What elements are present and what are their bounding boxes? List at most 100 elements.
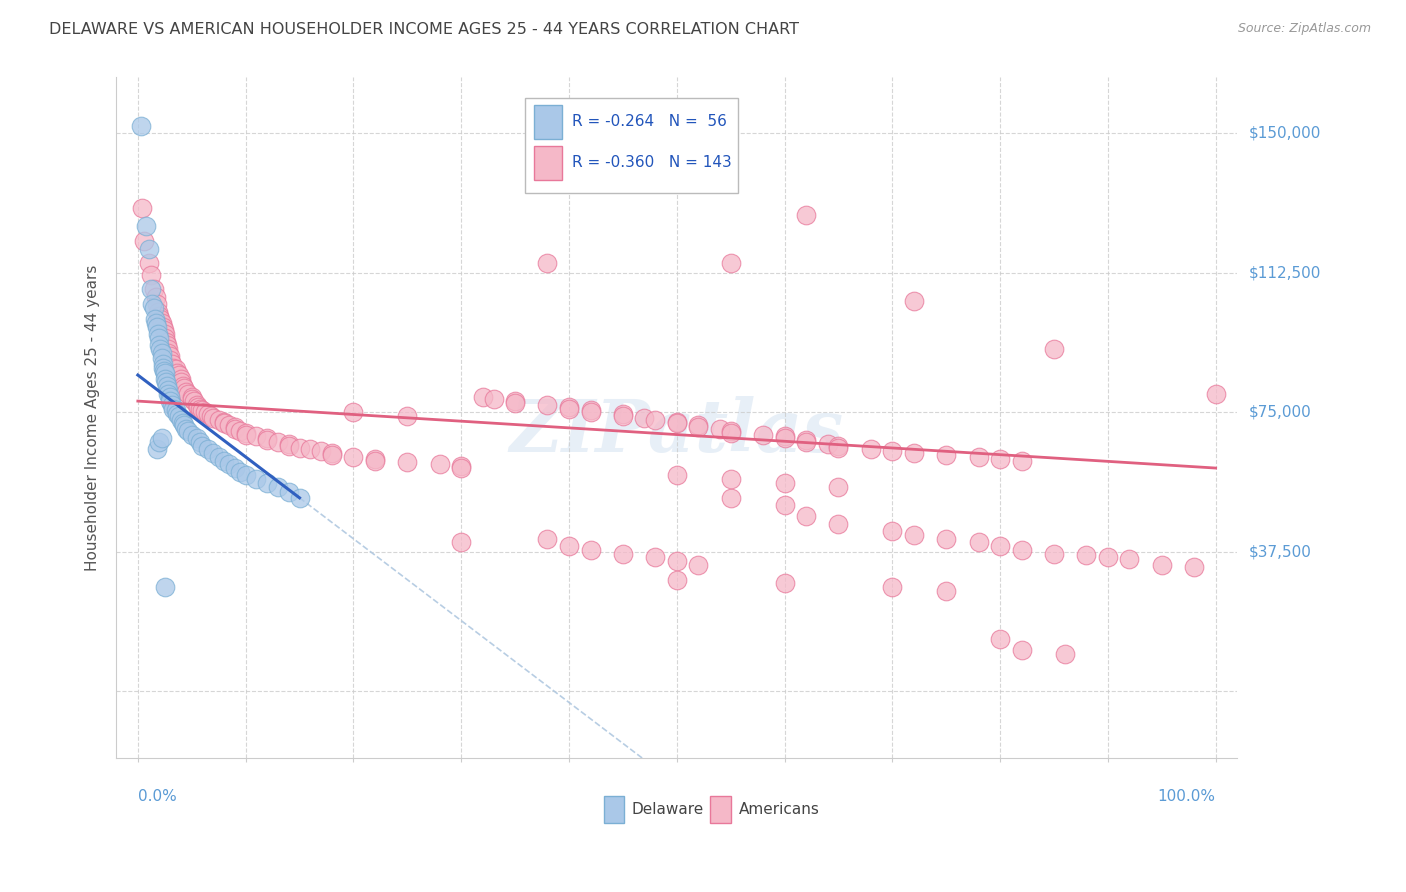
Y-axis label: Householder Income Ages 25 - 44 years: Householder Income Ages 25 - 44 years	[86, 265, 100, 571]
Point	[131, 201, 153, 215]
Point	[633, 410, 655, 425]
Point	[159, 350, 181, 364]
Point	[903, 528, 925, 542]
Point	[150, 431, 173, 445]
Point	[162, 398, 184, 412]
Point	[321, 448, 343, 462]
Point	[155, 334, 177, 349]
Point	[612, 407, 634, 421]
Point	[166, 366, 188, 380]
Point	[176, 384, 198, 399]
Point	[720, 425, 742, 440]
Point	[139, 268, 162, 282]
Point	[644, 550, 666, 565]
Point	[165, 362, 187, 376]
Point	[170, 372, 193, 386]
Point	[277, 439, 299, 453]
Point	[156, 386, 179, 401]
Point	[153, 331, 176, 345]
Point	[665, 554, 688, 568]
Point	[688, 558, 710, 572]
Point	[720, 256, 742, 270]
Point	[229, 424, 252, 438]
Point	[935, 448, 957, 462]
Point	[471, 390, 494, 404]
Point	[148, 327, 170, 342]
Point	[155, 376, 177, 390]
Point	[245, 429, 267, 443]
Point	[536, 256, 558, 270]
Point	[152, 357, 174, 371]
Point	[817, 437, 839, 451]
Point	[172, 379, 194, 393]
Point	[299, 442, 322, 457]
Point	[159, 394, 181, 409]
Text: $75,000: $75,000	[1249, 405, 1310, 420]
Point	[172, 417, 194, 431]
Point	[503, 394, 526, 409]
Point	[224, 420, 246, 434]
Point	[1053, 647, 1076, 661]
Point	[1043, 342, 1066, 356]
Point	[342, 405, 364, 419]
Point	[967, 535, 990, 549]
Point	[935, 583, 957, 598]
Point	[143, 312, 166, 326]
Point	[794, 208, 817, 222]
Text: Source: ZipAtlas.com: Source: ZipAtlas.com	[1237, 22, 1371, 36]
Point	[170, 376, 193, 390]
Point	[709, 422, 731, 436]
Point	[773, 475, 796, 490]
Point	[482, 392, 505, 407]
Point	[1043, 547, 1066, 561]
Point	[188, 435, 211, 450]
Point	[794, 433, 817, 447]
Point	[665, 417, 688, 431]
Point	[229, 465, 252, 479]
Point	[191, 403, 214, 417]
Point	[773, 429, 796, 443]
FancyBboxPatch shape	[710, 796, 731, 823]
Point	[129, 119, 152, 133]
Point	[536, 398, 558, 412]
Point	[165, 403, 187, 417]
Point	[162, 401, 184, 416]
Point	[177, 424, 200, 438]
FancyBboxPatch shape	[534, 104, 562, 139]
Text: Delaware: Delaware	[631, 802, 704, 817]
Point	[288, 491, 311, 505]
Point	[224, 461, 246, 475]
Point	[450, 461, 472, 475]
Point	[827, 480, 849, 494]
Point	[148, 305, 170, 319]
Point	[146, 319, 169, 334]
Point	[612, 409, 634, 423]
Point	[235, 427, 257, 442]
Point	[197, 442, 219, 457]
Point	[1118, 552, 1140, 566]
Point	[429, 458, 451, 472]
Point	[212, 417, 235, 431]
Point	[396, 409, 419, 423]
Point	[1150, 558, 1173, 572]
Point	[170, 413, 193, 427]
Point	[187, 400, 209, 414]
Point	[173, 418, 195, 433]
Point	[342, 450, 364, 464]
Text: ZIPatlas: ZIPatlas	[510, 396, 844, 467]
Text: 100.0%: 100.0%	[1157, 789, 1216, 804]
Point	[882, 580, 904, 594]
Point	[150, 316, 173, 330]
Point	[153, 372, 176, 386]
Point	[288, 441, 311, 455]
Point	[218, 458, 240, 472]
Point	[177, 386, 200, 401]
Point	[166, 407, 188, 421]
Point	[134, 234, 156, 248]
Point	[827, 516, 849, 531]
Text: Americans: Americans	[738, 802, 820, 817]
Point	[224, 422, 246, 436]
Point	[143, 283, 166, 297]
Point	[450, 459, 472, 474]
Point	[988, 539, 1011, 553]
